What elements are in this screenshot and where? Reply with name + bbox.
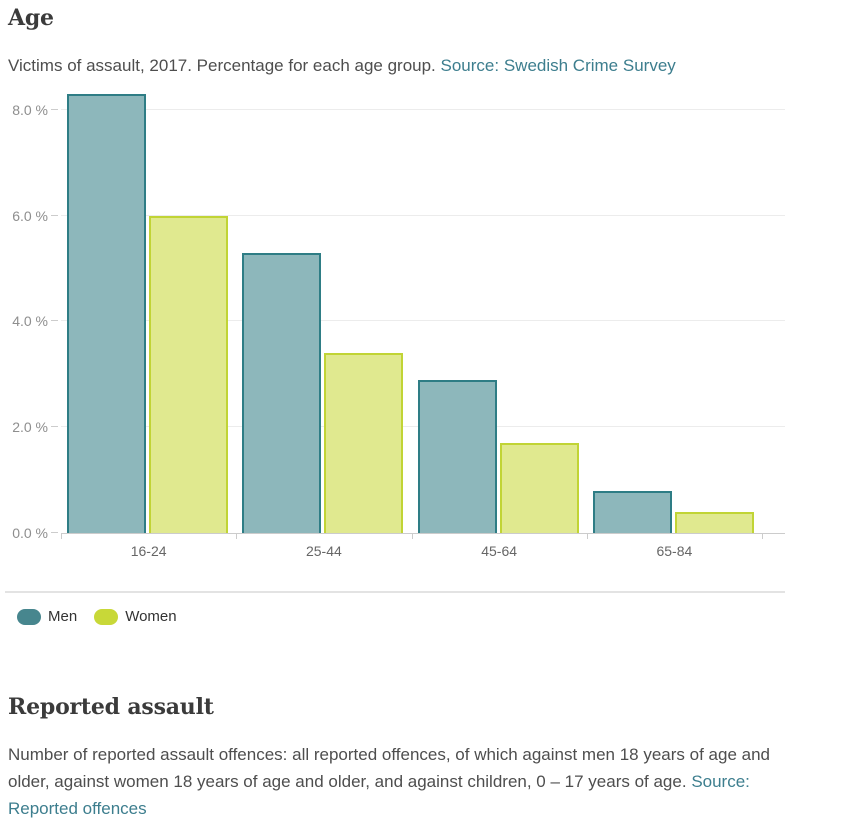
gridline — [61, 214, 785, 216]
x-axis-tick — [61, 533, 62, 539]
reported-section-body: Number of reported assault offences: all… — [8, 741, 786, 822]
gridline — [61, 108, 785, 110]
y-axis-tick — [51, 320, 58, 322]
y-axis-tick — [51, 214, 58, 216]
x-axis-tick — [236, 533, 238, 539]
x-axis-tick — [411, 533, 413, 539]
x-axis-label: 45-64 — [481, 543, 518, 559]
legend-label-men: Men — [48, 608, 78, 625]
y-axis-label: 2.0 % — [12, 419, 48, 436]
y-axis-label: 0.0 % — [12, 525, 48, 541]
legend-swatch-men-icon — [17, 608, 41, 625]
bar-men-45-64[interactable] — [417, 379, 497, 533]
plot-area: 0.0 % 2.0 % 4.0 % 6.0 % 8.0 % 16-24 25-44 45-64… — [12, 90, 785, 559]
bar-women-45-64[interactable] — [499, 443, 579, 533]
legend-swatch-women-icon — [94, 608, 119, 625]
bar-men-65-84[interactable] — [592, 490, 672, 533]
x-axis-label: 65-84 — [656, 543, 693, 559]
legend-item-men[interactable]: Men — [17, 608, 77, 625]
x-axis-tick — [586, 533, 588, 539]
y-axis-label: 6.0 % — [12, 207, 48, 224]
x-axis-label: 16-24 — [130, 543, 167, 559]
bar-men-25-44[interactable] — [242, 252, 322, 533]
bar-women-65-84[interactable] — [674, 511, 754, 533]
y-axis-tick — [51, 532, 58, 533]
reported-offences-source-link[interactable]: Source: Reported offences — [8, 772, 750, 818]
bar-men-16-24[interactable] — [67, 93, 146, 533]
age-section-title: Age — [8, 5, 54, 31]
x-axis-tick — [762, 533, 763, 539]
y-axis-label: 4.0 % — [12, 313, 48, 330]
reported-section-title: Reported assault — [8, 694, 214, 720]
y-axis-tick — [51, 108, 58, 110]
legend-item-women[interactable]: Women — [94, 608, 177, 625]
bar-women-16-24[interactable] — [149, 215, 228, 533]
chart-legend-divider — [5, 591, 785, 593]
chart-legend: Men Women — [17, 608, 177, 625]
gridline — [61, 320, 785, 322]
y-axis-tick — [51, 426, 58, 428]
chart-subtitle: Victims of assault, 2017. Percentage for… — [8, 56, 676, 76]
x-axis-label: 25-44 — [305, 543, 342, 559]
legend-label-women: Women — [125, 608, 177, 625]
y-axis-label: 8.0 % — [12, 101, 48, 118]
reported-body-text: Number of reported assault offences: all… — [8, 745, 770, 791]
chart-subtitle-text: Victims of assault, 2017. Percentage for… — [8, 56, 436, 75]
bar-women-25-44[interactable] — [324, 353, 404, 533]
crime-survey-source-link[interactable]: Source: Swedish Crime Survey — [440, 56, 676, 75]
